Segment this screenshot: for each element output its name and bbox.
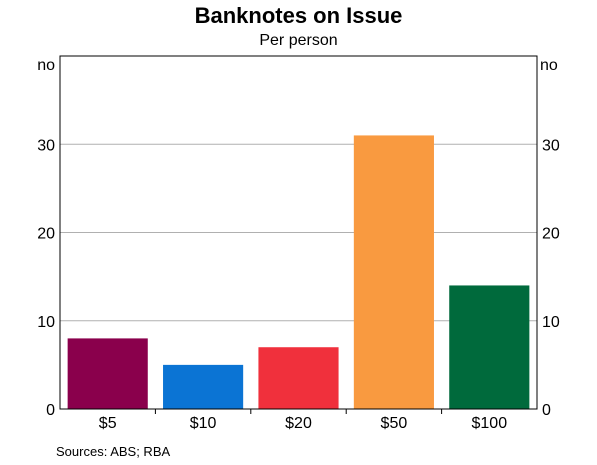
x-tick-labels: $5 $10 $20 $50 $100 (99, 415, 507, 432)
y-tick-label-left: 20 (37, 226, 55, 243)
x-tick-label: $20 (285, 415, 312, 432)
x-tick-label: $5 (99, 415, 117, 432)
bar-usd5 (67, 338, 148, 409)
x-tick-label: $50 (381, 415, 408, 432)
y-tick-label-right: 0 (542, 402, 551, 419)
chart-title: Banknotes on Issue (194, 3, 403, 28)
y-tick-label-right: 20 (542, 226, 560, 243)
chart-subtitle: Per person (259, 32, 338, 49)
x-tick-label: $10 (190, 415, 217, 432)
y-tick-label-left: 10 (37, 314, 55, 331)
y-tick-label-left: 0 (46, 402, 55, 419)
source-note: Sources: ABS; RBA (56, 444, 171, 459)
left-axis-unit: no (37, 57, 55, 74)
y-tick-label-left: 30 (37, 137, 55, 154)
bar-usd20 (258, 347, 339, 409)
x-tick-marks (154, 409, 443, 414)
bar-usd10 (163, 364, 244, 409)
bars (67, 135, 530, 410)
bar-usd50 (353, 135, 434, 410)
right-axis-unit: no (540, 57, 558, 74)
y-tick-label-right: 10 (542, 314, 560, 331)
y-tick-labels: 0 0 10 10 20 20 30 30 (37, 137, 560, 419)
plot-frame (59, 55, 538, 410)
bar-usd100 (449, 285, 530, 409)
x-tick-label: $100 (472, 415, 508, 432)
y-tick-label-right: 30 (542, 137, 560, 154)
